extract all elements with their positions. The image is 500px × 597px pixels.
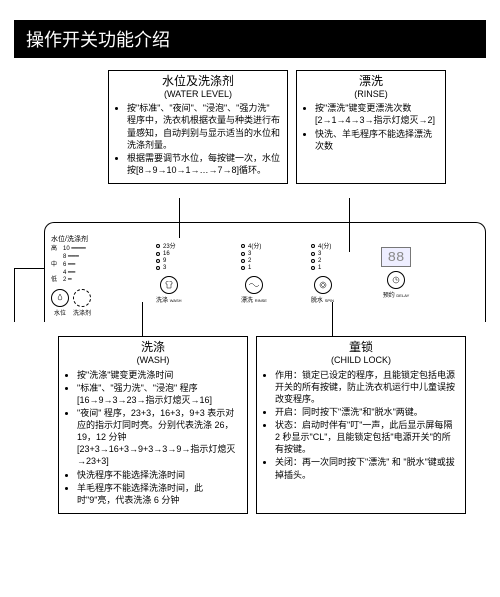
control-panel: 水位/洗涤剂 高10 ━━━━ 8 ━━━ 中6 ━━ 4 ━━ 低2 ━ 水位… xyxy=(44,222,486,322)
child-lock-box: 童锁 (CHILD LOCK) 作用：锁定已设定的程序，且能锁定包括电源开关的所… xyxy=(256,336,466,514)
water-level-box: 水位及洗涤剂 (WATER LEVEL) 按"标准"、"夜间"、"浸泡"、"强力… xyxy=(108,70,288,184)
time-display: 88 xyxy=(381,247,411,267)
child-title: 童锁 xyxy=(263,341,459,354)
child-bullet: 关闭：再一次同时按下"漂洗" 和 "脱水"键或拔掉插头。 xyxy=(275,456,459,480)
water-bullet: 按"标准"、"夜间"、"浸泡"、"强力洗" 程序中，洗衣机根据衣量与种类进行布量… xyxy=(127,102,281,151)
droplet-icon xyxy=(56,294,64,302)
wash-bullet: 羊毛程序不能选择洗涤时间，此时"9"亮，代表洗涤 6 分钟 xyxy=(77,482,241,506)
wash-bullet: 按"洗涤"键变更洗涤时间 xyxy=(77,369,241,381)
top-info-row: 水位及洗涤剂 (WATER LEVEL) 按"标准"、"夜间"、"浸泡"、"强力… xyxy=(108,70,486,184)
delay-button[interactable]: 预约 DELAY xyxy=(383,271,410,299)
connector-line xyxy=(14,268,15,322)
wash-box: 洗涤 (WASH) 按"洗涤"键变更洗涤时间 "标准"、"强力洗"、"浸泡" 程… xyxy=(58,336,248,514)
water-button[interactable]: 水位 xyxy=(51,289,69,317)
section-header: 操作开关功能介绍 xyxy=(14,20,486,58)
child-bullet: 作用：锁定已设定的程序，且能锁定包括电源开关的所有按键，防止洗衣机运行中儿童误按… xyxy=(275,369,459,405)
shirt-icon xyxy=(164,281,174,289)
rinse-bullet: 按"漂洗"键变更漂洗次数[2→1→4→3→指示灯熄灭→2] xyxy=(315,102,439,126)
detergent-button[interactable]: 洗涤剂 xyxy=(73,289,91,317)
wash-sub: (WASH) xyxy=(65,354,241,366)
rinse-title: 漂洗 xyxy=(303,75,439,88)
child-bullet: 状态：启动时伴有"叮"一声，此后显示屏每隔 2 秒显示"CL"，且能锁定包括"电… xyxy=(275,419,459,455)
water-sub: (WATER LEVEL) xyxy=(115,88,281,100)
display-section: 88 预约 DELAY xyxy=(381,247,411,299)
spin-options: 4(分) 3 2 1 脱水 SPIN xyxy=(311,241,381,304)
water-bullet: 根据需要调节水位，每按键一次，水位按[8→9→10→1→…→7→8]循环。 xyxy=(127,152,281,176)
child-bullet: 开启：同时按下"漂洗"和"脱水"两键。 xyxy=(275,406,459,418)
wash-options: 23分 16 9 3 洗涤 WASH xyxy=(156,241,241,304)
wash-bullet: "夜间" 程序，23+3，16+3，9+3 表示对应的指示灯同时亮。分别代表洗涤… xyxy=(77,407,241,468)
child-sub: (CHILD LOCK) xyxy=(263,354,459,366)
water-title: 水位及洗涤剂 xyxy=(115,75,281,88)
wave-icon xyxy=(249,282,259,288)
wash-bullet: 快洗程序不能选择洗涤时间 xyxy=(77,469,241,481)
rinse-options: 4(分) 3 2 1 漂洗 RINSE xyxy=(241,241,311,304)
spiral-icon xyxy=(319,281,327,289)
connector-line xyxy=(14,268,44,269)
clock-icon xyxy=(392,276,400,284)
rinse-sub: (RINSE) xyxy=(303,88,439,100)
rinse-box: 漂洗 (RINSE) 按"漂洗"键变更漂洗次数[2→1→4→3→指示灯熄灭→2]… xyxy=(296,70,446,184)
wash-bullet: "标准"、"强力洗"、"浸泡" 程序 [16→9→3→23→指示灯熄灭→16] xyxy=(77,382,241,406)
spin-button[interactable]: 脱水 SPIN xyxy=(311,276,334,304)
water-level-indicator: 水位/洗涤剂 高10 ━━━━ 8 ━━━ 中6 ━━ 4 ━━ 低2 ━ 水位… xyxy=(51,228,156,317)
rinse-button[interactable]: 漂洗 RINSE xyxy=(241,276,267,304)
wash-title: 洗涤 xyxy=(65,341,241,354)
wash-button[interactable]: 洗涤 WASH xyxy=(156,276,182,304)
bottom-info-row: 洗涤 (WASH) 按"洗涤"键变更洗涤时间 "标准"、"强力洗"、"浸泡" 程… xyxy=(58,336,486,514)
rinse-bullet: 快洗、羊毛程序不能选择漂洗次数 xyxy=(315,128,439,152)
control-panel-wrap: 水位/洗涤剂 高10 ━━━━ 8 ━━━ 中6 ━━ 4 ━━ 低2 ━ 水位… xyxy=(14,202,486,322)
water-level-label: 水位/洗涤剂 xyxy=(51,234,156,244)
